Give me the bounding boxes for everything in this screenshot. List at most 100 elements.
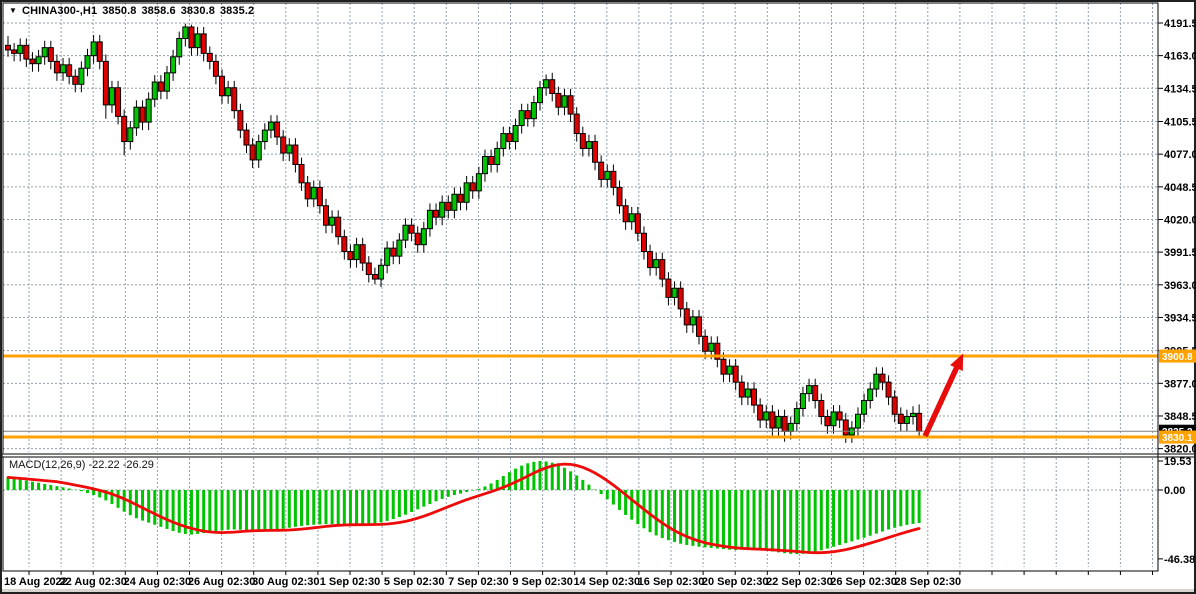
macd-histogram-bar [893,490,897,528]
macd-histogram-bar [232,490,236,530]
candle-body [555,92,562,108]
macd-histogram-bar [147,490,151,523]
macd-histogram-bar [746,490,750,550]
candle-body [561,95,568,108]
candle-body [732,365,739,383]
macd-histogram-bar [740,490,744,550]
candle-body [304,182,311,200]
macd-histogram-bar [55,486,59,490]
candle-body [267,121,274,131]
candle-body [322,205,329,226]
chart-grid [3,3,1158,567]
macd-histogram-bar [293,490,297,527]
candle-body [11,49,18,54]
time-axis-label: 5 Sep 02:30 [384,576,445,588]
candle-body [665,278,672,298]
macd-histogram-bar [208,490,212,533]
macd-histogram-bar [801,490,805,554]
macd-histogram-bar [874,490,878,534]
candle-body [390,247,397,257]
candle-body [488,155,495,165]
macd-histogram-bar [361,490,365,526]
macd-histogram-bar [104,490,108,501]
candle-body [151,81,158,100]
macd-histogram-bar [581,479,585,490]
macd-histogram-bar [795,490,799,555]
candle-body [108,87,115,106]
candle-body [194,33,201,49]
candle-body [830,411,837,427]
macd-histogram-bar [275,490,279,530]
title-close-value: 3835.2 [219,5,255,17]
macd-histogram-bar [287,490,291,528]
candle-body [384,247,391,266]
macd-histogram-bar [721,490,725,550]
candle-body [365,262,372,275]
price-tag-support: 3830.1 [1159,430,1196,444]
candle-body [824,416,831,427]
candle-body [867,388,874,402]
macd-histogram-bar [556,464,560,490]
macd-histogram-bar [825,490,829,549]
macd-histogram-bar [342,490,346,525]
macd-histogram-bar [312,490,316,525]
time-axis-label: 14 Sep 02:30 [573,576,640,588]
macd-histogram-bar [593,489,597,490]
candle-body [47,47,54,62]
macd-histogram-bar [367,490,371,525]
time-axis-label: 24 Aug 02:30 [124,576,191,588]
candle-body [53,60,60,74]
macd-histogram-bar [214,490,218,532]
macd-histogram-bar [770,490,774,552]
macd-histogram-bar [679,490,683,544]
macd-histogram-bar [819,490,823,551]
macd-histogram-bar [153,490,157,525]
macd-histogram-bar [226,490,230,530]
macd-histogram-bar [269,490,273,531]
trend-arrow[interactable] [922,353,964,438]
macd-histogram-bar [18,479,22,490]
macd-axis-label: 19.53 [1164,456,1192,468]
macd-histogram-bar [416,490,420,510]
title-low-value: 3830.8 [180,5,215,17]
candle-body [17,44,24,54]
macd-axis-label: 0.00 [1164,485,1185,497]
candle-body [420,228,427,246]
macd-histogram-bar [605,490,609,500]
pane-splitter[interactable] [3,453,1158,457]
macd-histogram-bar [422,490,426,507]
candle-body [170,56,177,74]
macd-histogram-bar [807,490,811,553]
candle-body [683,308,690,326]
macd-histogram-bar [599,490,603,495]
candle-body [231,87,238,112]
candle-body [298,163,305,184]
macd-histogram-bar [122,490,126,512]
macd-indicator-label: MACD(12,26,9) -22.22 -26.29 [9,459,154,471]
candle-body [604,170,611,180]
candle-body [200,33,207,54]
candle-body [29,58,36,65]
candle-body [261,129,268,143]
macd-histogram-bar [318,490,322,525]
symbol-dropdown-icon[interactable]: ▼ [9,6,18,15]
macd-histogram-bar [630,490,634,520]
macd-histogram-bar [257,490,261,532]
macd-histogram-bar [92,490,96,496]
candle-body [738,381,745,398]
price-axis-label: 3934.5 [1164,312,1196,324]
macd-layer [6,460,921,555]
candle-body [439,201,446,218]
candle-body [500,133,507,149]
price-axis-label: 3963.0 [1164,280,1196,292]
price-axis-label: 4163.0 [1164,51,1196,63]
candle-body [726,365,733,375]
macd-histogram-bar [654,490,658,536]
candle-body [634,213,641,234]
macd-histogram-bar [196,490,200,534]
candle-body [35,56,42,65]
macd-histogram-bar [141,490,145,521]
